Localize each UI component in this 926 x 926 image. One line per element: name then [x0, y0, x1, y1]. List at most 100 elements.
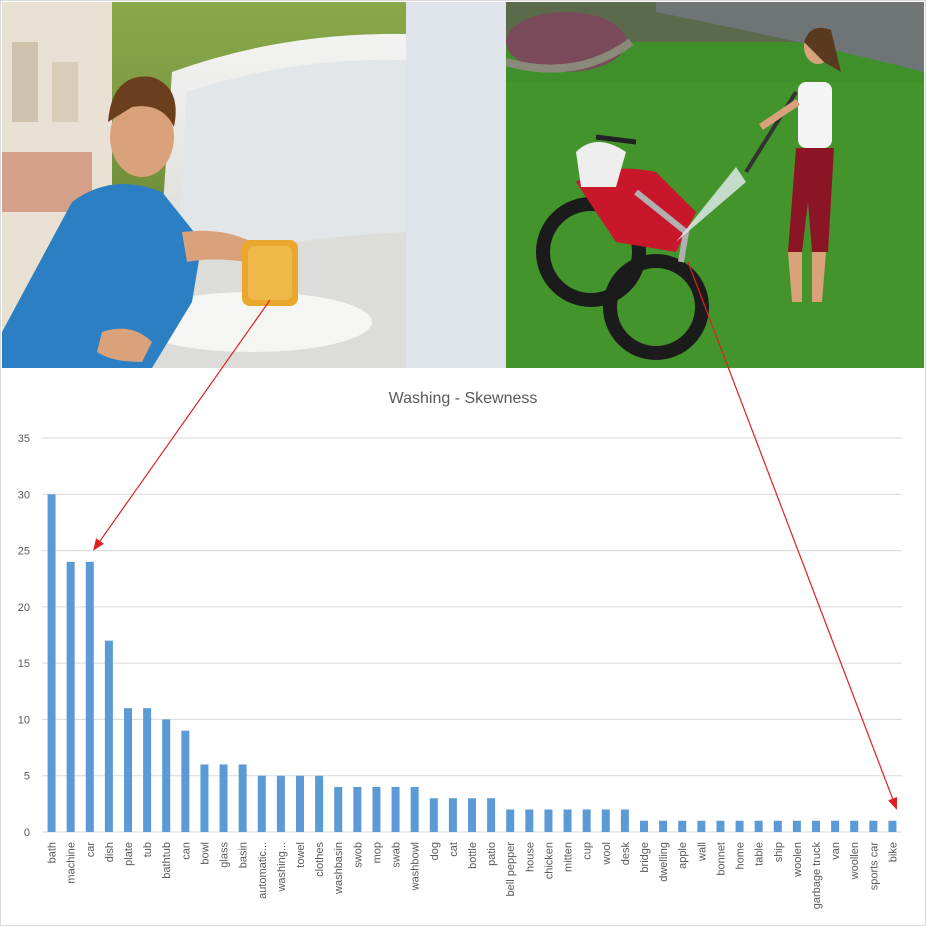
x-tick-label: swob [352, 842, 364, 868]
bar-dog [429, 798, 438, 832]
bar-woollen [850, 820, 859, 832]
y-tick-label: 30 [18, 489, 30, 501]
x-tick-label: apple [677, 842, 689, 869]
x-tick-label: machine [66, 842, 78, 884]
bar-swab [391, 786, 400, 832]
bar-mop [372, 786, 381, 832]
y-tick-label: 25 [18, 546, 30, 558]
chart-title: Washing - Skewness [389, 390, 538, 407]
bar-chart: Washing - Skewness 0 5 10 15 20 25 30 35 bath ma… [18, 390, 902, 910]
x-tick-label: patio [486, 842, 498, 866]
background-panel [406, 2, 506, 368]
bar-glass [219, 764, 228, 832]
bar-clothes [315, 775, 324, 832]
x-tick-label: washbasin [333, 842, 345, 895]
bar-dish [104, 640, 113, 832]
bar-bathtub [162, 719, 171, 832]
x-tick-label: bowl [199, 842, 211, 865]
x-tick-label: tub [142, 842, 154, 857]
bar-sports-car [869, 820, 878, 832]
bar-wall [697, 820, 706, 832]
bar-desk [620, 809, 629, 832]
x-tick-label: bonnet [715, 842, 727, 876]
bar-machine [66, 561, 75, 832]
x-tick-label: cat [448, 842, 460, 857]
x-tick-label: bathtub [161, 842, 173, 879]
bar-bridge [640, 820, 648, 832]
bars [47, 494, 897, 832]
y-tick-label: 10 [18, 714, 30, 726]
x-tick-label: dish [104, 842, 116, 862]
x-tick-label: bike [887, 842, 899, 862]
x-tick-label: bath [47, 842, 59, 863]
x-tick-label: glass [219, 842, 231, 868]
x-tick-label: can [180, 842, 192, 860]
y-tick-label: 5 [24, 771, 30, 783]
bar-van [831, 820, 840, 832]
x-tick-label: mitten [563, 842, 575, 872]
x-tick-label: wool [601, 842, 613, 866]
bar-garbage-truck [812, 820, 820, 832]
bar-tub [143, 708, 152, 832]
x-axis-ticks: bath machine car dish plate tub bathtub can bowl… [47, 842, 900, 910]
bar-plate [124, 708, 132, 832]
bar-washing- [276, 775, 285, 832]
bar-dwelling [659, 820, 668, 832]
bar-ship [773, 820, 782, 832]
y-axis-ticks: 0 5 10 15 20 25 30 35 [18, 433, 30, 839]
x-tick-label: bridge [639, 842, 651, 873]
x-tick-label: car [85, 842, 97, 858]
bar-home [735, 820, 744, 832]
boy-washing-car-image [2, 2, 406, 368]
bar-cat [448, 798, 457, 832]
bar-bonnet [716, 820, 725, 832]
x-tick-label: swab [391, 842, 403, 868]
y-tick-label: 15 [18, 658, 30, 670]
x-tick-label: wall [696, 842, 708, 862]
bar-woolen [792, 820, 801, 832]
x-tick-label: sports car [868, 842, 880, 891]
x-tick-label: bell pepper [505, 842, 517, 897]
x-tick-label: dwelling [658, 842, 670, 882]
bar-cup [582, 809, 591, 832]
bar-car [85, 561, 94, 832]
y-tick-label: 20 [18, 602, 30, 614]
x-tick-label: washbowl [410, 842, 422, 891]
y-tick-label: 0 [24, 827, 30, 839]
woman-washing-motorbike-image [506, 2, 924, 368]
x-tick-label: automatic... [257, 842, 269, 899]
x-tick-label: ship [773, 842, 785, 862]
gridlines [42, 437, 902, 833]
x-tick-label: woolen [792, 842, 804, 878]
x-tick-label: clothes [314, 842, 326, 877]
x-tick-label: bottle [467, 842, 479, 869]
x-tick-label: washing... [276, 842, 288, 893]
bar-washbowl [410, 786, 419, 832]
x-tick-label: home [735, 842, 747, 870]
bar-bottle [468, 798, 476, 832]
x-tick-label: basin [238, 842, 250, 868]
bar-swob [353, 786, 362, 832]
bar-patio [487, 798, 496, 832]
x-tick-label: dog [429, 842, 441, 860]
bar-washbasin [334, 786, 343, 832]
x-tick-label: mop [371, 842, 383, 863]
bar-wool [601, 809, 610, 832]
bar-bell-pepper [506, 809, 515, 832]
bar-apple [678, 820, 687, 832]
bar-bike [888, 820, 897, 832]
x-tick-label: woollen [849, 842, 861, 880]
x-tick-label: towel [295, 842, 307, 868]
x-tick-label: house [524, 842, 536, 872]
bar-automatic- [257, 775, 266, 832]
bar-can [181, 730, 190, 832]
bar-house [525, 809, 534, 832]
bar-bath [47, 494, 56, 832]
bar-towel [296, 775, 304, 832]
x-tick-label: cup [582, 842, 594, 860]
y-tick-label: 35 [18, 433, 30, 445]
bar-chicken [544, 809, 553, 832]
x-tick-label: chicken [543, 842, 555, 879]
bar-bowl [200, 764, 209, 832]
x-tick-label: plate [123, 842, 135, 866]
